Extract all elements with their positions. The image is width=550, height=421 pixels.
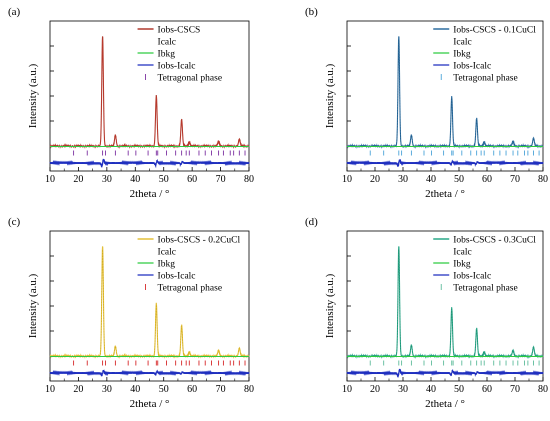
x-tick-label: 40 (130, 174, 140, 185)
x-tick-label: 10 (342, 384, 352, 395)
panel-label: (a) (8, 6, 21, 18)
x-tick-label: 70 (510, 174, 520, 185)
series-calculated-line (50, 249, 249, 357)
legend-entry-2: Ibkg (158, 50, 176, 60)
x-tick-label: 60 (187, 174, 197, 185)
x-tick-label: 30 (102, 384, 112, 395)
x-tick-label: 50 (454, 384, 464, 395)
legend-entry-3: Iobs-Icalc (158, 62, 196, 72)
y-axis-label: Intensity (a.u.) (27, 273, 39, 338)
x-tick-label: 20 (73, 174, 83, 185)
x-tick-label: 30 (398, 174, 408, 185)
legend-entry-0: Iobs-CSCS - 0.1CuCl (453, 26, 536, 36)
legend-entry-1: Icalc (453, 38, 471, 48)
x-tick-label: 40 (426, 384, 436, 395)
legend-entry-1: Icalc (158, 248, 176, 258)
legend-entry-1: Icalc (158, 38, 176, 48)
series-calculated-line (347, 249, 543, 357)
x-tick-label: 80 (538, 174, 548, 185)
x-tick-label: 60 (482, 174, 492, 185)
y-axis-label: Intensity (a.u.) (324, 63, 336, 128)
x-tick-label: 40 (130, 384, 140, 395)
x-tick-label: 60 (482, 384, 492, 395)
legend-entry-0: Iobs-CSCS - 0.2CuCl (158, 236, 241, 246)
x-tick-label: 20 (370, 384, 380, 395)
series-difference-line (346, 158, 544, 168)
x-tick-label: 80 (244, 174, 254, 185)
x-tick-label: 80 (538, 384, 548, 395)
legend-entry-2: Ibkg (453, 260, 471, 270)
plot-frame (346, 230, 544, 382)
chart-panel-c: (c) 10 20 30 40 50 60 70 80 2theta / ° Intensity (… (8, 216, 254, 410)
x-tick-label: 50 (159, 384, 169, 395)
x-tick-label: 10 (45, 174, 55, 185)
series-calculated-line (50, 39, 249, 147)
x-axis-label: 2theta / ° (130, 188, 170, 200)
legend-entry-0: Iobs-CSCS - 0.3CuCl (453, 236, 536, 246)
series-difference-line (49, 369, 250, 377)
chart-panel-b: (b) 10 20 30 40 50 60 70 80 2theta / ° Intensity (… (305, 6, 548, 200)
x-tick-label: 10 (342, 174, 352, 185)
legend-entry-1: Icalc (453, 248, 471, 258)
chart-panel-d: (d) 10 20 30 40 50 60 70 80 2theta / ° Intensity (… (305, 216, 548, 410)
series-difference-line (346, 368, 544, 378)
plot-frame (49, 230, 250, 382)
legend-entry-3: Iobs-Icalc (453, 62, 491, 72)
x-tick-label: 70 (216, 174, 226, 185)
x-axis-label: 2theta / ° (130, 398, 170, 410)
chart-panel-a: (a) 10 20 30 40 50 60 70 80 2theta / ° Intensity (… (8, 6, 254, 200)
x-axis-label: 2theta / ° (425, 398, 465, 410)
plot-frame (49, 20, 250, 172)
legend-entry-3: Iobs-Icalc (453, 272, 491, 282)
series-difference-line (49, 158, 250, 169)
legend-entry-4: Tetragonal phase (158, 284, 223, 294)
panel-label: (d) (305, 216, 318, 228)
x-tick-label: 30 (102, 174, 112, 185)
x-tick-label: 60 (187, 384, 197, 395)
x-tick-label: 20 (370, 174, 380, 185)
x-tick-label: 30 (398, 384, 408, 395)
legend-entry-2: Ibkg (158, 260, 176, 270)
legend-entry-4: Tetragonal phase (453, 284, 518, 294)
y-axis-label: Intensity (a.u.) (27, 63, 39, 128)
x-tick-label: 80 (244, 384, 254, 395)
x-tick-label: 50 (454, 174, 464, 185)
x-tick-label: 20 (73, 384, 83, 395)
legend-entry-2: Ibkg (453, 50, 471, 60)
x-tick-label: 10 (45, 384, 55, 395)
x-tick-label: 70 (510, 384, 520, 395)
legend-entry-4: Tetragonal phase (158, 74, 223, 84)
x-tick-label: 50 (159, 174, 169, 185)
panel-label: (c) (8, 216, 21, 228)
y-axis-label: Intensity (a.u.) (324, 273, 336, 338)
plot-frame (346, 20, 544, 172)
x-tick-label: 40 (426, 174, 436, 185)
panel-label: (b) (305, 6, 318, 18)
x-axis-label: 2theta / ° (425, 188, 465, 200)
legend-entry-4: Tetragonal phase (453, 74, 518, 84)
legend-entry-3: Iobs-Icalc (158, 272, 196, 282)
series-calculated-line (347, 39, 543, 147)
x-tick-label: 70 (216, 384, 226, 395)
legend-entry-0: Iobs-CSCS (158, 26, 201, 36)
